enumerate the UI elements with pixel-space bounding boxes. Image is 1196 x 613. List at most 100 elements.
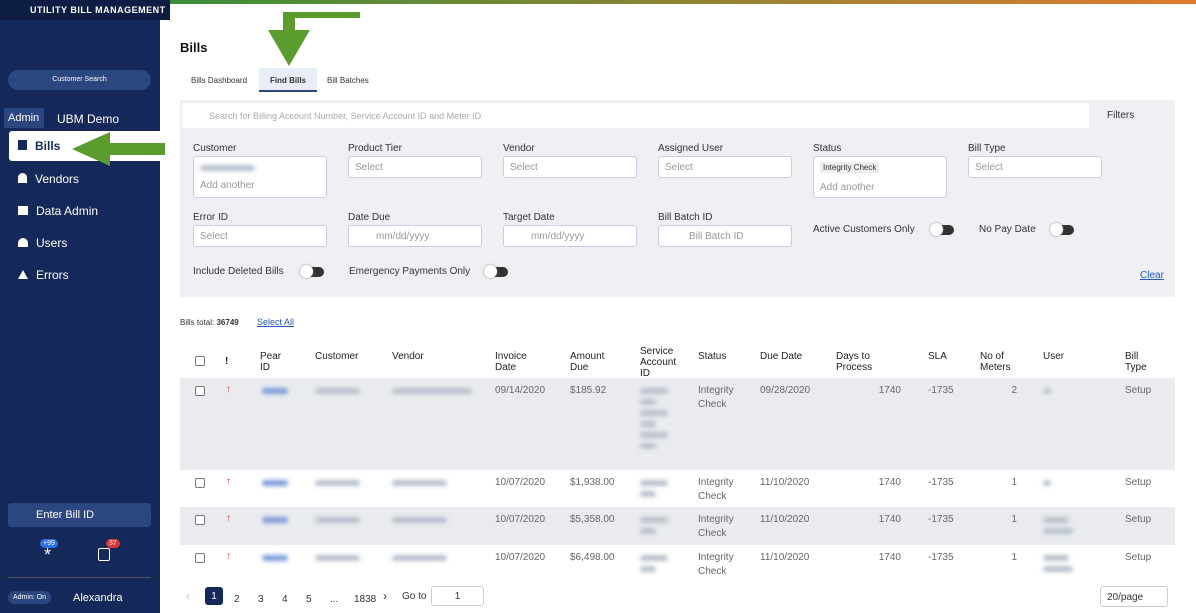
redacted [640, 399, 656, 405]
page-button[interactable]: 5 [306, 594, 312, 605]
nav-item[interactable]: Errors [18, 268, 69, 282]
toggle-label: No Pay Date [979, 224, 1036, 235]
next[interactable]: › [383, 589, 387, 603]
nav-label: Vendors [35, 172, 80, 186]
placeholder: Add another [820, 182, 875, 193]
customer-search[interactable]: Customer Search [8, 70, 151, 90]
nav-item[interactable]: Data Admin [18, 204, 98, 218]
select[interactable]: Select [658, 156, 792, 178]
cell: Integrity Check [698, 477, 734, 502]
cell: 1740 [878, 552, 901, 563]
prev[interactable]: ‹ [186, 589, 190, 603]
checkbox[interactable] [195, 478, 205, 488]
tab[interactable]: Bill Batches [327, 76, 369, 85]
select[interactable]: Select [193, 225, 327, 247]
redacted [262, 517, 288, 523]
column-header[interactable]: User [1043, 351, 1065, 362]
select[interactable]: Select [968, 156, 1102, 178]
column-header[interactable]: Customer [315, 351, 359, 362]
redacted [392, 388, 472, 394]
filters-button[interactable]: Filters [1107, 110, 1135, 121]
checkbox[interactable] [195, 515, 205, 525]
notifications-icon[interactable]: * [44, 545, 52, 565]
goto-label: Go to [402, 591, 427, 602]
page-button[interactable]: 2 [234, 594, 240, 605]
nav-item[interactable]: Users [18, 236, 67, 250]
column-header[interactable]: Pear ID [260, 351, 282, 373]
bills-icon[interactable] [98, 548, 110, 561]
customer-name: UBM Demo [57, 112, 120, 126]
checkbox[interactable] [195, 386, 205, 396]
filter-panel [180, 100, 1175, 297]
column-header[interactable]: Bill Type [1125, 351, 1147, 373]
goto-input[interactable]: 1 [431, 586, 484, 606]
checkbox[interactable] [195, 356, 205, 366]
badge: +99 [40, 539, 58, 548]
select-all[interactable]: Select All [257, 317, 295, 327]
date-input[interactable]: mm/dd/yyyy [348, 225, 482, 247]
cell: Integrity Check [698, 552, 734, 577]
cell: Setup [1125, 477, 1152, 488]
column-header[interactable]: Service Account ID [640, 346, 677, 379]
enter-bill-id[interactable]: Enter Bill ID [8, 503, 151, 527]
clear-link[interactable]: Clear [1140, 270, 1164, 281]
column-header[interactable]: Amount Due [570, 351, 605, 373]
nav-label: Users [36, 236, 68, 250]
filter-label: Status [813, 143, 842, 154]
cell: 11/10/2020 [760, 514, 810, 525]
nav-item[interactable]: Bills [18, 139, 60, 153]
search-input[interactable]: Search for Billing Account Number, Servi… [182, 103, 1089, 128]
redacted [315, 388, 360, 394]
cell: 11/10/2020 [760, 477, 810, 488]
nav-item[interactable]: Vendors [18, 172, 79, 186]
toggle-label: Active Customers Only [813, 224, 915, 235]
status-select[interactable]: Integrity Check Add another [813, 156, 947, 198]
filter-label: Vendor [503, 143, 535, 154]
arrow-down [268, 12, 360, 66]
cell: Setup [1125, 552, 1152, 563]
redacted [640, 491, 656, 497]
toggle[interactable] [930, 223, 954, 236]
toggle[interactable] [300, 265, 324, 278]
column-header[interactable]: SLA [928, 351, 947, 362]
select[interactable]: Select [348, 156, 482, 178]
column-header[interactable]: Invoice Date [495, 351, 527, 373]
user-name: Alexandra [73, 592, 123, 604]
redacted [262, 480, 288, 486]
cell: $6,498.00 [570, 552, 615, 563]
checkbox[interactable] [195, 553, 205, 563]
column-header[interactable]: Due Date [760, 351, 803, 362]
page-button[interactable]: 1 [205, 587, 223, 605]
page-title: Bills [180, 40, 208, 55]
toggle[interactable] [484, 265, 508, 278]
admin-tab[interactable]: Admin [4, 108, 44, 128]
toggle-label: Include Deleted Bills [193, 266, 284, 277]
nav-label: Data Admin [36, 204, 99, 218]
filter-label: Error ID [193, 212, 228, 223]
column-header[interactable]: No of Meters [980, 351, 1011, 373]
column-header[interactable]: ! [225, 356, 229, 367]
toggle[interactable] [1050, 223, 1074, 236]
page-size[interactable]: 20/page [1100, 586, 1168, 607]
column-header[interactable]: Days to Process [836, 351, 873, 373]
page-button[interactable]: 3 [258, 594, 264, 605]
cell: 1740 [878, 514, 901, 525]
redacted [1043, 480, 1051, 486]
admin-status[interactable]: Admin: On [8, 591, 52, 604]
page-button[interactable]: 1838 [354, 594, 377, 605]
select[interactable]: Select [503, 156, 637, 178]
date-input[interactable]: mm/dd/yyyy [503, 225, 637, 247]
page-button[interactable]: 4 [282, 594, 288, 605]
text-input[interactable]: Bill Batch ID [658, 225, 792, 247]
customer-select[interactable]: Add another [193, 156, 327, 198]
column-header[interactable]: Vendor [392, 351, 424, 362]
filter-label: Target Date [503, 212, 555, 223]
redacted [262, 555, 288, 561]
cell: 09/28/2020 [760, 385, 811, 396]
column-header[interactable]: Status [698, 351, 727, 362]
tab[interactable]: Bills Dashboard [191, 76, 248, 85]
redacted [1043, 388, 1051, 394]
filter-label: Customer [193, 143, 237, 154]
page-button[interactable]: ... [330, 594, 339, 605]
tab-active[interactable]: Find Bills [259, 68, 317, 92]
